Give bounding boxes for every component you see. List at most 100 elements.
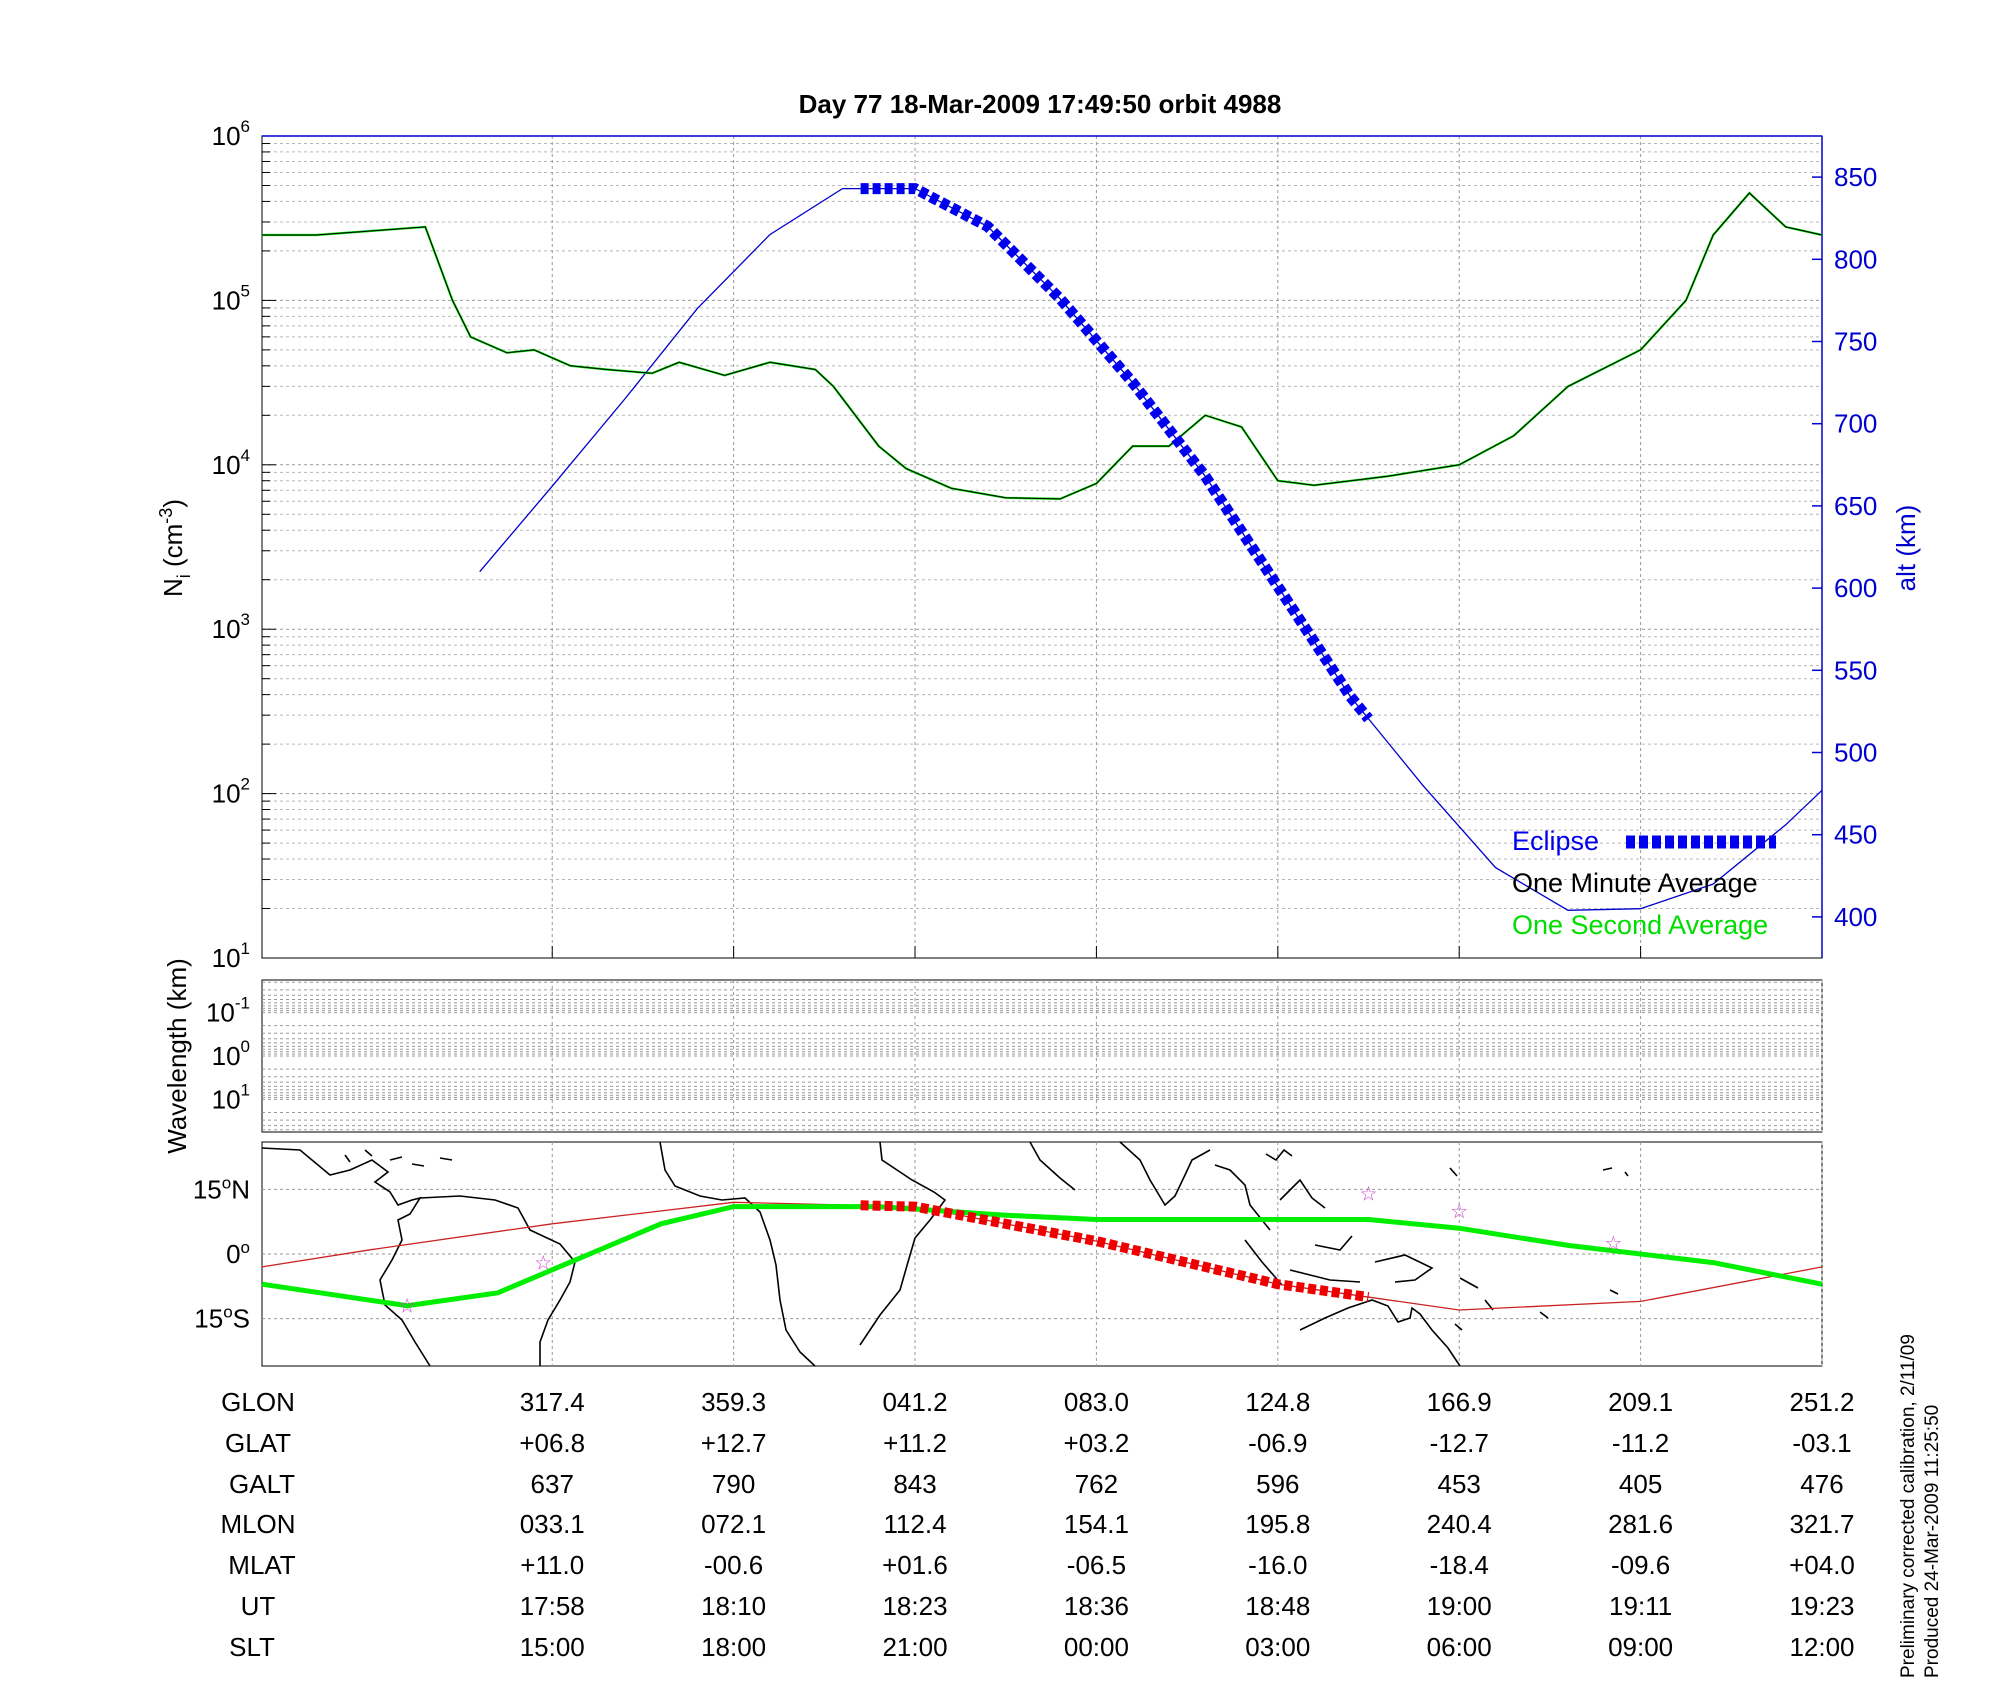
altitude-tick-label: 700 xyxy=(1834,409,1877,439)
table-row-label: UT xyxy=(241,1591,276,1621)
legend-one-minute-label: One Minute Average xyxy=(1512,868,1758,898)
table-cell: 762 xyxy=(1075,1469,1118,1499)
map-series: ☆ ☆ ☆ ☆ ☆ xyxy=(261,1184,1823,1318)
table-row-label: MLAT xyxy=(228,1550,296,1580)
wavelength-panel: 10-1 100 101 Wavelength (km) xyxy=(162,958,1823,1154)
table-cell: 240.4 xyxy=(1427,1509,1492,1539)
map-grid xyxy=(262,1142,1823,1366)
altitude-y-ticks: 400 450 500 550 600 650 700 750 800 850 xyxy=(1812,162,1877,932)
table-cell: 843 xyxy=(893,1469,936,1499)
wavelength-grid xyxy=(262,980,1823,1132)
table-cell: 154.1 xyxy=(1064,1509,1129,1539)
table-cell: 596 xyxy=(1256,1469,1299,1499)
coastline-caribbean xyxy=(344,1149,453,1167)
table-cell: +06.8 xyxy=(519,1428,585,1458)
wavelength-tick-label: 10-1 xyxy=(206,994,250,1028)
table-cell: 637 xyxy=(531,1469,574,1499)
table-cell: 03:00 xyxy=(1245,1632,1310,1662)
magnetic-equator-line xyxy=(261,1204,1823,1309)
one-minute-average-line xyxy=(262,192,1823,500)
eclipse-track-segment xyxy=(860,1200,1370,1303)
density-tick-label: 105 xyxy=(212,281,250,315)
footnote-calibration: Preliminary corrected calibration, 2/11/… xyxy=(1898,1334,1919,1678)
latitude-tick-label: 0o xyxy=(226,1238,250,1269)
table-row-label: GALT xyxy=(229,1469,295,1499)
table-row-label: GLON xyxy=(221,1387,295,1417)
map-panel: 15oN 0o 15oS ☆ ☆ ☆ ☆ ☆ xyxy=(193,1141,1823,1367)
table-cell: 19:11 xyxy=(1609,1591,1672,1621)
table-cell: -03.1 xyxy=(1792,1428,1851,1458)
table-cell: 166.9 xyxy=(1427,1387,1492,1417)
table-cell: 251.2 xyxy=(1789,1387,1854,1417)
table-cell: -12.7 xyxy=(1430,1428,1489,1458)
altitude-line xyxy=(479,187,1823,911)
star-marker: ☆ xyxy=(1604,1233,1622,1255)
coastline-africa-east xyxy=(859,1141,947,1346)
wavelength-y-label: Wavelength (km) xyxy=(162,958,192,1154)
altitude-tick-label: 450 xyxy=(1834,820,1877,850)
altitude-tick-label: 400 xyxy=(1834,902,1877,932)
table-cell: 790 xyxy=(712,1469,755,1499)
table-cell: 18:00 xyxy=(701,1632,766,1662)
table-cell: 281.6 xyxy=(1608,1509,1673,1539)
table-row-label: GLAT xyxy=(225,1428,291,1458)
table-cell: 00:00 xyxy=(1064,1632,1129,1662)
wavelength-y-ticks: 10-1 100 101 xyxy=(206,994,250,1115)
wavelength-tick-label: 101 xyxy=(212,1080,250,1114)
table-row-label: MLON xyxy=(220,1509,295,1539)
table-cell: 033.1 xyxy=(520,1509,585,1539)
table-cell: -11.2 xyxy=(1612,1428,1669,1458)
table-cell: 06:00 xyxy=(1427,1632,1492,1662)
table-cell: 18:23 xyxy=(882,1591,947,1621)
table-cell: +11.2 xyxy=(883,1428,947,1458)
star-marker: ☆ xyxy=(534,1253,552,1275)
map-y-ticks: 15oN 0o 15oS xyxy=(193,1173,250,1333)
table-cell: 405 xyxy=(1619,1469,1662,1499)
table-cell: 041.2 xyxy=(882,1387,947,1417)
table-cell: 15:00 xyxy=(520,1632,585,1662)
table-cell: 17:58 xyxy=(520,1591,585,1621)
table-cell: 124.8 xyxy=(1245,1387,1310,1417)
table-cell: 359.3 xyxy=(701,1387,766,1417)
table-cell: 12:00 xyxy=(1789,1632,1854,1662)
altitude-tick-label: 800 xyxy=(1834,244,1877,274)
table-cell: 476 xyxy=(1800,1469,1843,1499)
table-cell: -09.6 xyxy=(1611,1550,1670,1580)
table-cell: -18.4 xyxy=(1430,1550,1489,1580)
table-cell: +01.6 xyxy=(882,1550,948,1580)
eclipse-segment xyxy=(860,183,1373,723)
altitude-tick-label: 650 xyxy=(1834,491,1877,521)
star-marker: ☆ xyxy=(1360,1184,1378,1206)
coastline-indonesia xyxy=(1244,1235,1434,1286)
table-cell: 18:36 xyxy=(1064,1591,1129,1621)
figure-title: Day 77 18-Mar-2009 17:49:50 orbit 4988 xyxy=(799,89,1282,119)
table-cell: -16.0 xyxy=(1248,1550,1307,1580)
density-tick-label: 106 xyxy=(212,117,250,151)
altitude-tick-label: 850 xyxy=(1834,162,1877,192)
table-cell: +04.0 xyxy=(1789,1550,1855,1580)
table-cell: 209.1 xyxy=(1608,1387,1673,1417)
table-cell: 112.4 xyxy=(883,1509,946,1539)
density-tick-label: 104 xyxy=(212,446,250,480)
table-cell: 083.0 xyxy=(1064,1387,1129,1417)
star-marker: ☆ xyxy=(398,1296,416,1318)
altitude-tick-label: 500 xyxy=(1834,738,1877,768)
table-cell: -06.5 xyxy=(1067,1550,1126,1580)
table-cell: +11.0 xyxy=(520,1550,584,1580)
table-cell: +03.2 xyxy=(1064,1428,1130,1458)
footnote-produced: Produced 24-Mar-2009 11:25:50 xyxy=(1922,1405,1943,1678)
altitude-tick-label: 600 xyxy=(1834,573,1877,603)
density-y-label: Ni (cm-3) xyxy=(156,499,194,597)
altitude-y-label: alt (km) xyxy=(1891,505,1921,592)
ephemeris-table: GLON 317.4 359.3 041.2 083.0 124.8 166.9 209.1 2… xyxy=(220,1387,1854,1662)
table-cell: 195.8 xyxy=(1245,1509,1310,1539)
table-cell: 317.4 xyxy=(520,1387,585,1417)
table-cell: -00.6 xyxy=(704,1550,763,1580)
table-cell: 19:23 xyxy=(1789,1591,1854,1621)
coastlines xyxy=(261,1141,1629,1367)
coastline-pacific-islands xyxy=(1265,1148,1629,1331)
latitude-tick-label: 15oS xyxy=(194,1303,250,1334)
legend-eclipse-label: Eclipse xyxy=(1512,826,1599,856)
density-tick-label: 103 xyxy=(212,610,250,644)
